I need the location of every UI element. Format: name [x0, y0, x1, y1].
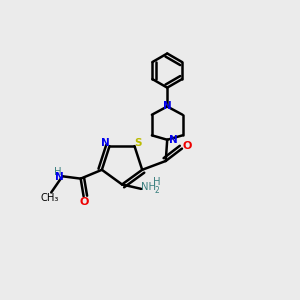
- Text: N: N: [169, 135, 178, 145]
- Text: H: H: [54, 167, 61, 177]
- Text: 2: 2: [155, 186, 160, 195]
- Text: NH: NH: [141, 182, 156, 192]
- Text: N: N: [163, 101, 172, 111]
- Text: N: N: [101, 138, 110, 148]
- Text: N: N: [55, 172, 63, 182]
- Text: CH₃: CH₃: [40, 194, 59, 203]
- Text: O: O: [80, 197, 89, 207]
- Text: S: S: [134, 138, 142, 148]
- Text: H: H: [153, 177, 160, 188]
- Text: O: O: [183, 141, 192, 151]
